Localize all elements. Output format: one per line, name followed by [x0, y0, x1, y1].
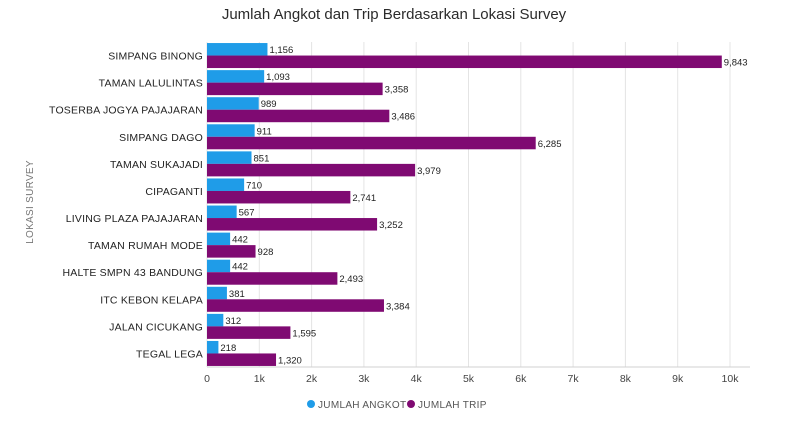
legend-swatch[interactable]: [407, 400, 415, 408]
x-tick-label: 6k: [515, 373, 527, 385]
category-label: LIVING PLAZA PAJAJARAN: [66, 213, 203, 225]
bars: 1,156 9,843 1,093 3,358 989 3,486 911 6,285 851 3…: [207, 43, 748, 366]
y-axis-title: LOKASI SURVEY: [25, 160, 36, 244]
bar-angkot[interactable]: [207, 70, 265, 83]
bar-angkot[interactable]: [207, 313, 224, 327]
category-label: TOSERBA JOGYA PAJAJARAN: [49, 105, 203, 117]
data-label: 3,979: [417, 166, 441, 177]
legend-label[interactable]: JUMLAH ANGKOT: [318, 400, 406, 411]
bar-trip[interactable]: [207, 109, 390, 123]
category-label: TAMAN LALULINTAS: [99, 78, 203, 90]
x-tick-label: 4k: [411, 373, 423, 385]
bar-trip[interactable]: [207, 326, 291, 339]
data-label: 3,358: [385, 85, 409, 96]
category-labels: SIMPANG BINONG TAMAN LALULINTAS TOSERBA JO…: [49, 51, 203, 361]
data-label: 218: [220, 343, 236, 354]
data-label: 381: [229, 289, 245, 300]
grid: [206, 42, 750, 368]
data-label: 2,741: [352, 193, 376, 204]
category-label: ITC KEBON KELAPA: [100, 294, 203, 306]
data-label: 1,156: [269, 45, 293, 56]
category-label: HALTE SMPN 43 BANDUNG: [62, 267, 203, 279]
data-label: 989: [261, 99, 277, 110]
bar-trip[interactable]: [207, 55, 722, 69]
bar-trip[interactable]: [207, 136, 536, 150]
data-label: 312: [225, 316, 241, 327]
data-label: 567: [239, 208, 255, 219]
data-label: 6,285: [538, 139, 562, 150]
bar-trip[interactable]: [207, 218, 378, 231]
x-tick-label: 2k: [306, 373, 318, 385]
x-tick-label: 10k: [722, 373, 740, 385]
bar-trip[interactable]: [207, 353, 277, 366]
x-tick-label: 5k: [463, 373, 475, 385]
bar-trip[interactable]: [207, 163, 416, 177]
category-label: TAMAN SUKAJADI: [110, 159, 203, 171]
category-label: SIMPANG BINONG: [108, 51, 203, 63]
category-label: TAMAN RUMAH MODE: [88, 240, 203, 252]
bar-angkot[interactable]: [207, 340, 219, 354]
x-tick-label: 9k: [672, 373, 684, 385]
data-label: 928: [258, 247, 274, 258]
bar-trip[interactable]: [207, 190, 351, 204]
x-axis-ticks: 0 1k 2k 3k 4k 5k 6k 7k 8k 9k 10k: [204, 373, 739, 385]
chart-title: Jumlah Angkot dan Trip Berdasarkan Lokas…: [222, 6, 567, 23]
data-label: 710: [246, 180, 262, 191]
data-label: 3,486: [391, 112, 415, 123]
data-label: 442: [232, 235, 248, 246]
x-tick-label: 1k: [254, 373, 266, 385]
data-label: 851: [254, 153, 270, 164]
category-label: JALAN CICUKANG: [109, 321, 203, 333]
legend[interactable]: JUMLAH ANGKOT JUMLAH TRIP: [307, 400, 487, 411]
data-label: 9,843: [724, 58, 748, 69]
bar-trip[interactable]: [207, 272, 338, 285]
bar-trip[interactable]: [207, 245, 256, 258]
legend-label[interactable]: JUMLAH TRIP: [418, 400, 487, 411]
data-label: 3,384: [386, 301, 410, 312]
bar-angkot[interactable]: [207, 97, 259, 110]
data-label: 3,252: [379, 220, 403, 231]
bar-angkot[interactable]: [207, 205, 237, 219]
data-label: 2,493: [339, 274, 363, 285]
bar-angkot[interactable]: [207, 286, 227, 300]
bar-angkot[interactable]: [207, 43, 268, 56]
bar-angkot[interactable]: [207, 151, 252, 164]
data-label: 1,320: [278, 355, 302, 366]
x-tick-label: 7k: [568, 373, 580, 385]
data-label: 911: [257, 126, 272, 137]
data-label: 1,595: [292, 328, 316, 339]
category-label: SIMPANG DAGO: [119, 132, 203, 144]
data-label: 442: [232, 262, 248, 273]
x-tick-label: 0: [204, 373, 210, 385]
category-label: TEGAL LEGA: [136, 348, 203, 360]
bar-angkot[interactable]: [207, 232, 231, 246]
data-label: 1,093: [266, 72, 290, 83]
bar-angkot[interactable]: [207, 259, 231, 273]
bar-trip[interactable]: [207, 82, 383, 96]
category-label: CIPAGANTI: [145, 186, 203, 198]
x-tick-label: 3k: [358, 373, 370, 385]
bar-angkot[interactable]: [207, 124, 255, 137]
bar-trip[interactable]: [207, 299, 384, 312]
bar-angkot[interactable]: [207, 178, 245, 191]
x-tick-label: 8k: [620, 373, 632, 385]
legend-swatch[interactable]: [307, 400, 315, 408]
